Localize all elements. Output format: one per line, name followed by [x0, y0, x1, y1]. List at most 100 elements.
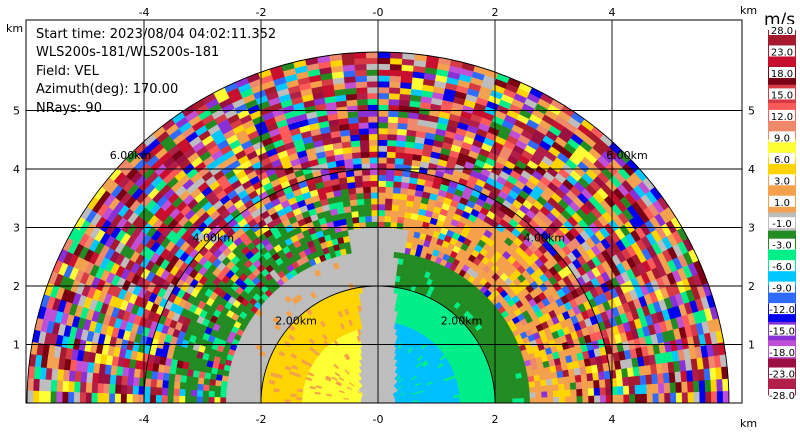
velocity-gate — [617, 385, 624, 395]
velocity-gate — [471, 395, 478, 400]
velocity-gate — [541, 396, 548, 404]
velocity-gate — [377, 268, 383, 275]
velocity-gate — [67, 381, 75, 393]
velocity-gate — [557, 376, 565, 385]
velocity-gate — [629, 393, 636, 404]
velocity-gate — [377, 285, 383, 293]
velocity-gate — [396, 134, 407, 142]
velocity-gate — [383, 309, 389, 316]
velocity-gate — [266, 391, 274, 396]
velocity-gate — [611, 394, 619, 404]
velocity-gate — [377, 139, 388, 146]
velocity-gate — [354, 239, 362, 247]
velocity-gate — [386, 145, 397, 153]
velocity-gate — [552, 383, 560, 391]
velocity-gate — [237, 388, 245, 394]
velocity-gate — [377, 256, 384, 263]
velocity-gate — [617, 394, 624, 404]
velocity-gate — [220, 386, 227, 393]
velocity-gate — [108, 384, 116, 395]
velocity-gate — [173, 395, 180, 404]
velocity-gate — [377, 297, 382, 304]
velocity-gate — [91, 382, 99, 394]
velocity-gate — [652, 383, 659, 394]
velocity-gate — [668, 371, 676, 383]
velocity-gate — [382, 274, 388, 281]
velocity-gate — [225, 397, 233, 404]
velocity-gate — [155, 387, 163, 396]
velocity-gate — [392, 257, 399, 265]
velocity-gate — [115, 375, 123, 386]
velocity-gate — [307, 397, 315, 401]
velocity-gate — [377, 75, 390, 82]
velocity-gate — [360, 239, 368, 247]
velocity-gate — [397, 257, 404, 265]
velocity-gate — [387, 128, 398, 135]
velocity-gate — [399, 87, 412, 95]
velocity-gate — [494, 398, 502, 404]
velocity-gate — [108, 393, 116, 404]
velocity-gate — [377, 291, 383, 298]
velocity-gate — [359, 133, 370, 141]
velocity-gate — [368, 268, 374, 275]
velocity-gate — [623, 394, 630, 404]
velocity-gate — [301, 397, 309, 401]
velocity-gate — [203, 378, 211, 386]
velocity-gate — [353, 228, 361, 236]
velocity-gate — [616, 377, 624, 387]
velocity-gate — [380, 309, 385, 316]
velocity-gate — [380, 332, 384, 340]
velocity-gate — [96, 392, 104, 404]
velocity-gate — [369, 174, 379, 182]
velocity-gate — [377, 174, 387, 182]
velocity-gate — [393, 245, 401, 253]
velocity-gate — [185, 375, 193, 384]
velocity-gate — [500, 393, 507, 399]
velocity-gate — [190, 396, 197, 404]
velocity-gate — [208, 396, 215, 404]
velocity-gate — [367, 116, 379, 123]
velocity-gate — [687, 380, 694, 393]
velocity-gate — [398, 246, 406, 254]
velocity-gate — [137, 394, 145, 404]
velocity-gate — [102, 393, 110, 404]
velocity-gate — [385, 180, 394, 188]
velocity-gate — [354, 234, 362, 242]
velocity-gate — [381, 285, 387, 293]
velocity-gate — [681, 391, 689, 404]
velocity-gate — [56, 380, 64, 393]
velocity-gate — [161, 387, 169, 396]
velocity-gate — [126, 394, 133, 404]
velocity-gate — [377, 180, 386, 187]
velocity-gate — [529, 391, 537, 398]
velocity-gate — [370, 192, 379, 199]
velocity-gate — [383, 221, 391, 229]
velocity-gate — [362, 256, 369, 264]
velocity-gate — [358, 122, 369, 129]
velocity-gate — [394, 234, 402, 242]
velocity-gate — [365, 227, 373, 234]
velocity-gate — [80, 371, 88, 383]
velocity-gate — [368, 274, 374, 281]
velocity-gate — [377, 98, 389, 106]
velocity-gate — [364, 209, 372, 217]
velocity-gate — [377, 86, 390, 94]
velocity-gate — [370, 198, 379, 205]
velocity-gate — [350, 204, 359, 213]
velocity-gate — [568, 375, 577, 384]
velocity-gate — [580, 373, 588, 382]
velocity-gate — [196, 383, 204, 391]
velocity-gate — [91, 392, 98, 404]
velocity-gate — [390, 210, 399, 218]
velocity-gate — [363, 198, 372, 205]
velocity-gate — [574, 374, 582, 383]
velocity-gate — [687, 391, 695, 404]
velocity-gate — [563, 375, 571, 384]
velocity-gate — [675, 392, 683, 404]
velocity-gate — [377, 110, 389, 117]
velocity-gate — [356, 198, 365, 206]
velocity-gate — [356, 92, 368, 100]
velocity-gate — [215, 374, 223, 382]
velocity-gate — [397, 204, 406, 213]
velocity-gate — [369, 162, 379, 170]
